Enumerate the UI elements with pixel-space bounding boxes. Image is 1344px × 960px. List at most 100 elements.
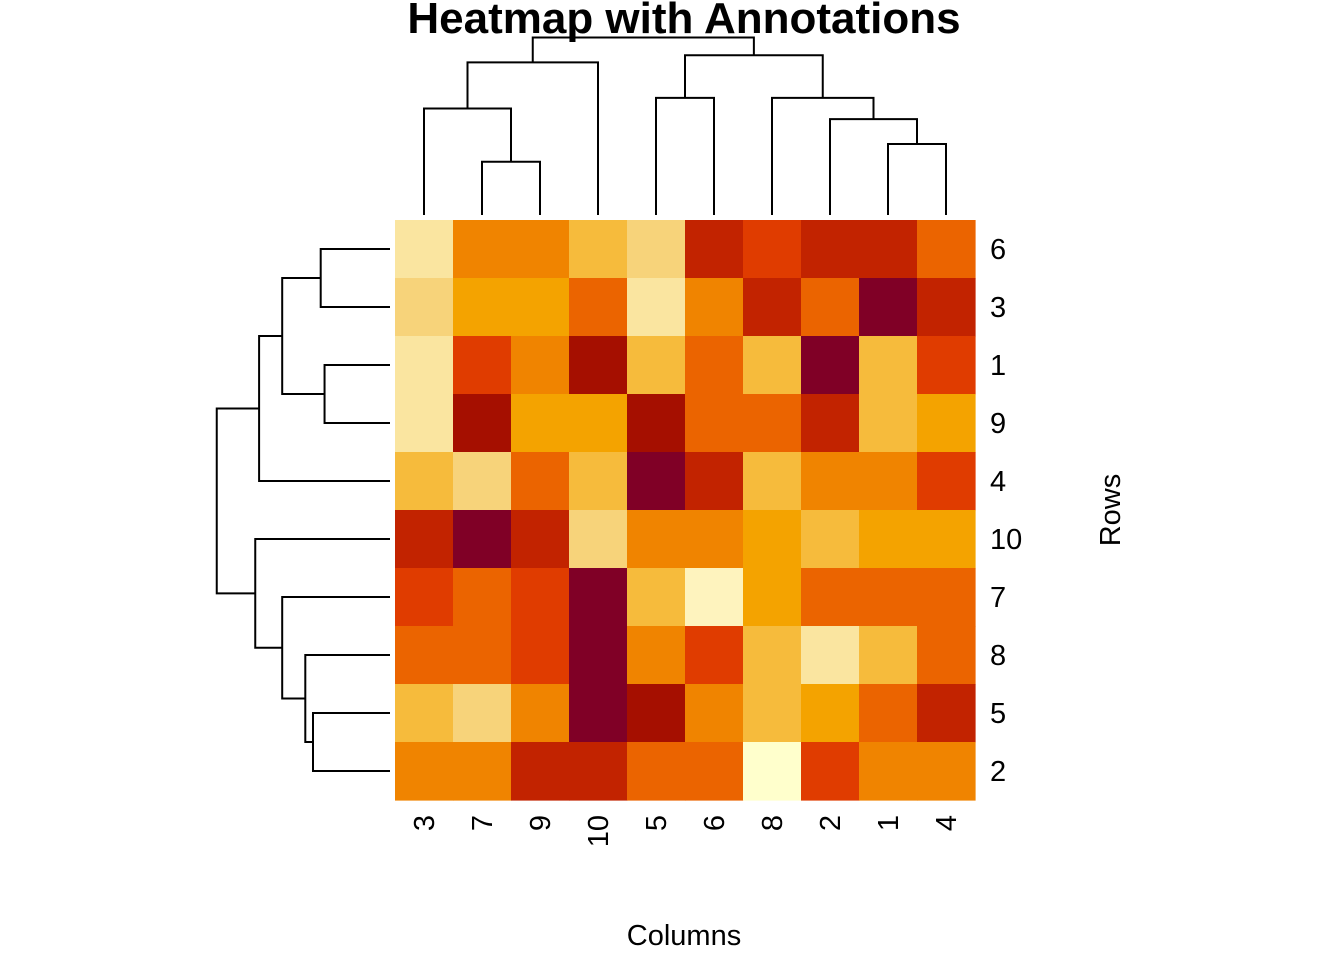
heatmap-cell (511, 568, 570, 627)
heatmap-cell (453, 510, 512, 569)
heatmap-cell (395, 568, 454, 627)
heatmap-cell (743, 220, 802, 279)
heatmap-cell (685, 568, 744, 627)
heatmap-cell (395, 626, 454, 685)
heatmap-cell (859, 742, 918, 801)
row-tick-label: 1 (990, 350, 1006, 382)
heatmap-cell (569, 626, 628, 685)
heatmap-cell (569, 684, 628, 743)
column-tick-labels: 3 7 9 10 5 6 8 2 1 4 (409, 815, 963, 847)
heatmap-cell (801, 394, 860, 453)
heatmap-cell (801, 452, 860, 511)
heatmap-cell (917, 684, 976, 743)
row-tick-label: 5 (990, 698, 1006, 730)
heatmap-cell (511, 684, 570, 743)
row-tick-label: 9 (990, 408, 1006, 440)
dendrogram-branch (466, 61, 599, 215)
heatmap-cell (859, 626, 918, 685)
heatmap-cell (801, 684, 860, 743)
heatmap-cell (801, 278, 860, 337)
heatmap-cell (511, 336, 570, 395)
column-tick-label: 6 (699, 815, 731, 831)
heatmap-cell (453, 742, 512, 801)
heatmap-cell (917, 452, 976, 511)
heatmap-cell (453, 278, 512, 337)
row-tick-label: 10 (990, 524, 1022, 556)
heatmap-cell (917, 278, 976, 337)
chart-title: Heatmap with Annotations (407, 0, 960, 43)
column-tick-label: 4 (931, 815, 963, 831)
heatmap-cell (917, 742, 976, 801)
x-axis-label: Columns (627, 920, 741, 952)
heatmap-cell (627, 394, 686, 453)
heatmap-cells (395, 220, 976, 801)
heatmap-cell (801, 220, 860, 279)
heatmap-cell (801, 510, 860, 569)
heatmap-cell (627, 452, 686, 511)
heatmap-cell (685, 742, 744, 801)
heatmap-cell (685, 336, 744, 395)
heatmap-cell (395, 452, 454, 511)
heatmap-cell (395, 336, 454, 395)
column-tick-label: 7 (467, 815, 499, 831)
heatmap-cell (859, 220, 918, 279)
row-tick-label: 8 (990, 640, 1006, 672)
row-tick-label: 3 (990, 292, 1006, 324)
heatmap-cell (569, 336, 628, 395)
heatmap-cell (569, 510, 628, 569)
heatmap-cell (627, 684, 686, 743)
heatmap-cell (627, 568, 686, 627)
row-tick-label: 7 (990, 582, 1006, 614)
column-tick-label: 5 (641, 815, 673, 831)
heatmap-cell (917, 568, 976, 627)
column-tick-label: 3 (409, 815, 441, 831)
column-tick-label: 9 (525, 815, 557, 831)
column-tick-label: 2 (815, 815, 847, 831)
heatmap-cell (569, 394, 628, 453)
heatmap-cell (685, 452, 744, 511)
dendrogram-branch (655, 96, 715, 215)
heatmap-cell (569, 278, 628, 337)
column-tick-label: 1 (873, 815, 905, 831)
heatmap-cell (569, 742, 628, 801)
heatmap-cell (859, 278, 918, 337)
heatmap-cell (917, 220, 976, 279)
dendrogram-branch (281, 596, 390, 700)
heatmap-cell (395, 684, 454, 743)
heatmap-cell (685, 394, 744, 453)
column-dendrogram (423, 36, 947, 215)
heatmap-cell (801, 336, 860, 395)
heatmap-cell (627, 742, 686, 801)
heatmap-cell (743, 394, 802, 453)
dendrogram-branch (481, 160, 541, 215)
heatmap-cell (627, 278, 686, 337)
heatmap-cell (453, 684, 512, 743)
heatmap-cell (859, 568, 918, 627)
heatmap-cell (453, 452, 512, 511)
dendrogram-branch (312, 712, 390, 772)
heatmap-cell (453, 626, 512, 685)
dendrogram-branch (254, 538, 390, 649)
dendrogram-branch (684, 54, 824, 98)
heatmap-cell (395, 278, 454, 337)
row-tick-label: 2 (990, 756, 1006, 788)
y-axis-label: Rows (1095, 474, 1127, 547)
heatmap-cell (395, 742, 454, 801)
heatmap-cell (685, 510, 744, 569)
heatmap-cell (685, 684, 744, 743)
heatmap-cell (917, 336, 976, 395)
dendrogram-branch (887, 143, 947, 215)
heatmap-cell (743, 452, 802, 511)
heatmap-cell (859, 394, 918, 453)
row-tick-label: 6 (990, 234, 1006, 266)
heatmap-cell (743, 568, 802, 627)
heatmap-cell (917, 394, 976, 453)
heatmap-cell (859, 452, 918, 511)
heatmap-cell (743, 742, 802, 801)
heatmap-cell (453, 336, 512, 395)
dendrogram-branch (281, 277, 325, 395)
heatmap-cell (859, 510, 918, 569)
heatmap-cell (627, 220, 686, 279)
dendrogram-branch (323, 364, 390, 424)
